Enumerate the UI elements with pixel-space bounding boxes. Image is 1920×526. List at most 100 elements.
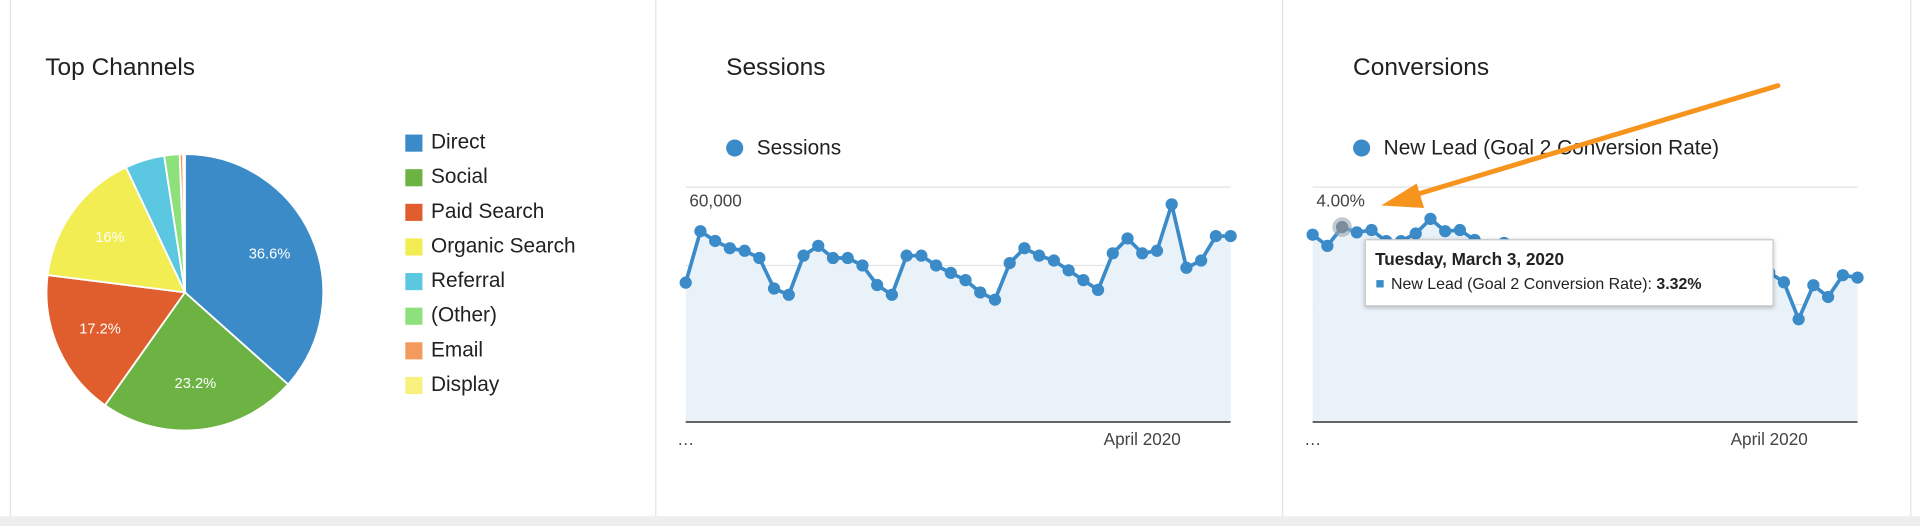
data-point — [856, 259, 869, 272]
chart-title: Conversions — [1353, 54, 1489, 81]
data-point — [1321, 239, 1334, 252]
data-point — [1439, 225, 1452, 238]
data-point — [1136, 247, 1149, 260]
legend-label: Referral — [431, 269, 505, 292]
data-point — [1306, 228, 1319, 241]
legend-label: New Lead (Goal 2 Conversion Rate) — [1384, 137, 1719, 160]
data-point — [1424, 212, 1437, 225]
data-point — [1195, 254, 1208, 267]
data-point — [1821, 290, 1835, 304]
x-tick-label: … — [1304, 429, 1321, 449]
data-point — [841, 251, 854, 265]
legend-swatch — [405, 376, 423, 395]
legend-label: Direct — [431, 131, 486, 154]
hover-point — [1335, 220, 1349, 234]
data-point — [1150, 244, 1164, 257]
pie-slice — [45, 274, 187, 407]
data-point — [959, 274, 972, 287]
data-point — [1365, 223, 1378, 237]
data-point — [1003, 256, 1016, 270]
data-point — [679, 276, 692, 289]
data-point — [1409, 227, 1422, 240]
data-point — [1091, 283, 1105, 297]
data-point — [944, 266, 957, 280]
legend-label: Paid Search — [431, 200, 544, 223]
legend-marker — [1353, 139, 1371, 157]
data-point — [812, 239, 825, 252]
data-point — [1209, 229, 1223, 243]
data-point — [1792, 313, 1805, 326]
legend-label: (Other) — [431, 304, 497, 327]
data-point — [1018, 242, 1031, 255]
legend-swatch — [405, 203, 423, 221]
data-point — [1106, 247, 1119, 260]
chart-title: Sessions — [726, 54, 825, 81]
tooltip-title: Tuesday, March 3, 2020 — [1375, 249, 1564, 269]
pie-slice — [182, 153, 186, 293]
legend-swatch — [405, 238, 423, 256]
annotation-arrowhead — [1381, 183, 1425, 208]
legend-label: Organic Search — [431, 234, 576, 257]
data-point — [871, 278, 884, 292]
data-point — [1851, 271, 1864, 284]
data-point — [974, 286, 987, 299]
tooltip-text: New Lead (Goal 2 Conversion Rate): 3.32% — [1391, 276, 1702, 293]
data-point — [1777, 276, 1791, 289]
slice-label: 16% — [95, 230, 124, 246]
slice-label: 23.2% — [175, 376, 217, 392]
data-point — [709, 234, 722, 248]
data-point — [1453, 223, 1467, 237]
x-tick-label: April 2020 — [1104, 429, 1181, 449]
tooltip-box — [1364, 239, 1774, 307]
annotation-arrow — [1405, 83, 1781, 200]
y-tick-label: 60,000 — [689, 190, 741, 210]
data-point — [1033, 249, 1046, 262]
pie-slice — [103, 290, 290, 432]
chart-title: Top Channels — [45, 54, 195, 81]
data-point — [1047, 254, 1061, 267]
tooltip-value: 3.32% — [1656, 276, 1701, 293]
data-point — [988, 293, 1002, 306]
tooltip: Tuesday, March 3, 2020 New Lead (Goal 2 C… — [1364, 239, 1774, 307]
data-point — [1121, 232, 1134, 245]
legend-label: Display — [431, 373, 500, 396]
data-point — [738, 244, 751, 257]
data-point — [900, 249, 913, 262]
legend-swatch — [405, 169, 423, 187]
tooltip-swatch — [1376, 280, 1384, 288]
data-point — [1180, 261, 1193, 274]
tooltip-series-label: New Lead (Goal 2 Conversion Rate): — [1391, 276, 1656, 293]
legend-label: Email — [431, 338, 483, 361]
pie-slice — [46, 166, 187, 294]
y-tick-label: 4.00% — [1316, 190, 1365, 210]
data-point — [1062, 264, 1075, 277]
pie-slice — [183, 153, 325, 386]
legend-label: Sessions — [757, 137, 841, 160]
data-point — [885, 288, 899, 301]
data-point — [1836, 269, 1849, 282]
data-point — [694, 225, 707, 238]
data-point — [1224, 229, 1237, 243]
legend-swatch — [405, 307, 423, 325]
legend-swatch — [405, 342, 423, 360]
legend-swatch — [405, 273, 423, 291]
data-point — [753, 251, 766, 265]
legend-label: Social — [431, 165, 488, 188]
data-point — [723, 242, 737, 255]
data-point — [797, 249, 810, 262]
area-fill — [685, 204, 1231, 423]
data-point — [767, 282, 781, 295]
data-point — [929, 259, 943, 272]
x-tick-label: April 2020 — [1731, 429, 1808, 449]
data-point — [1807, 279, 1820, 292]
x-tick-label: … — [677, 429, 694, 449]
data-point — [915, 249, 928, 262]
slice-label: 17.2% — [79, 322, 121, 338]
data-point — [1165, 198, 1178, 211]
legend-marker — [726, 139, 744, 157]
slice-label: 36.6% — [249, 246, 291, 262]
data-point — [826, 251, 840, 265]
data-point — [1077, 274, 1090, 287]
